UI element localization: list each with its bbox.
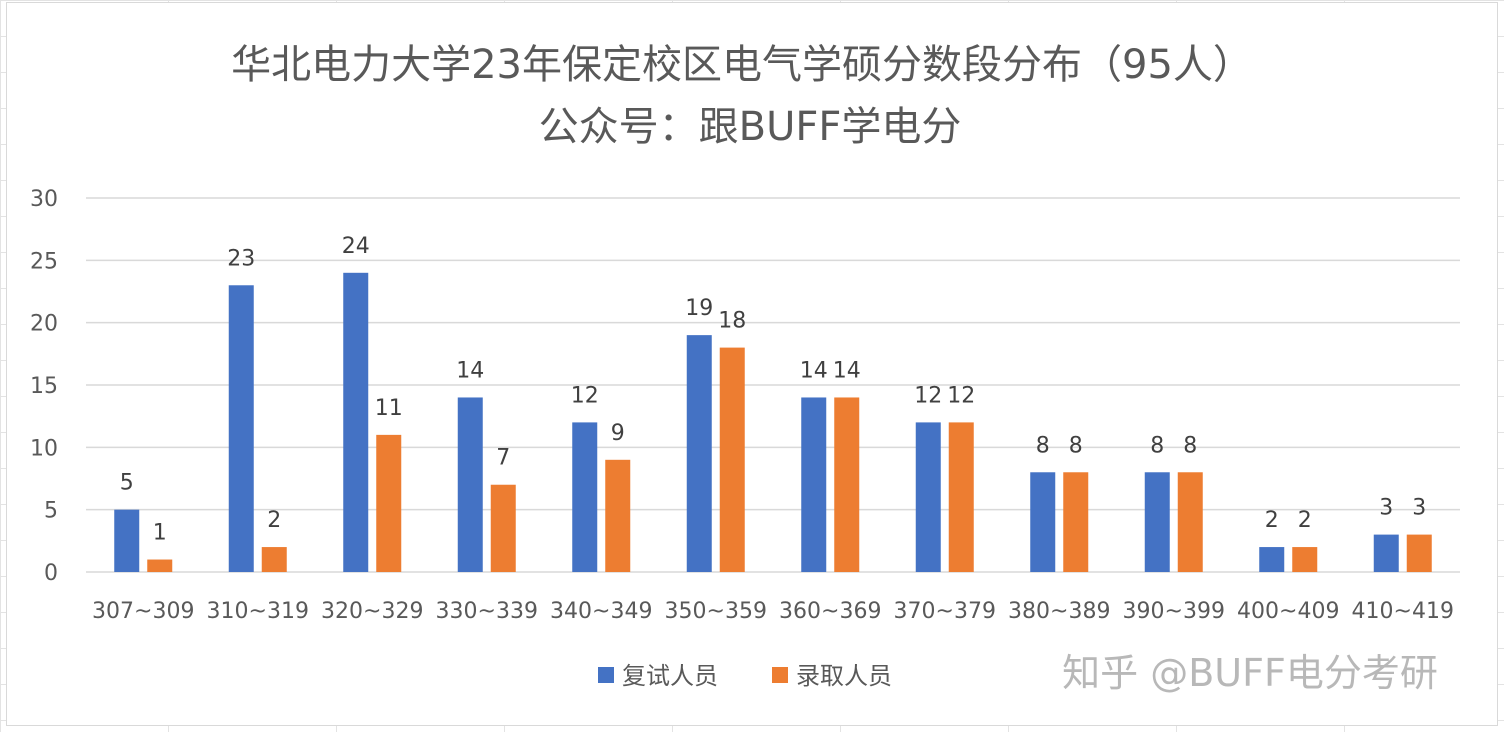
y-tick-label: 30 xyxy=(30,187,58,212)
legend: 复试人员 录取人员 xyxy=(598,662,892,690)
data-label: 19 xyxy=(685,296,713,321)
data-label: 8 xyxy=(1183,433,1197,458)
data-label: 8 xyxy=(1069,433,1083,458)
data-label: 5 xyxy=(120,471,134,496)
data-label: 18 xyxy=(718,309,746,334)
x-tick-label: 400~409 xyxy=(1237,599,1339,624)
data-label: 14 xyxy=(833,358,861,383)
bar-admitted xyxy=(261,547,287,572)
data-label: 12 xyxy=(914,383,942,408)
x-tick-label: 360~369 xyxy=(779,599,881,624)
y-tick-label: 15 xyxy=(30,374,58,399)
bar-retest xyxy=(343,272,369,572)
y-tick-label: 5 xyxy=(44,499,58,524)
y-tick-label: 25 xyxy=(30,249,58,274)
x-tick-label: 370~379 xyxy=(894,599,996,624)
x-tick-label: 307~309 xyxy=(92,599,194,624)
x-axis-ticks: 307~309 310~319 320~329 330~339 340~349 350~3… xyxy=(92,599,1454,624)
y-tick-label: 0 xyxy=(44,561,58,586)
bar-retest xyxy=(1144,472,1170,572)
bar-retest xyxy=(915,422,941,572)
bar-retest xyxy=(686,335,712,572)
bar-retest xyxy=(1373,534,1399,572)
bar-admitted xyxy=(834,397,860,572)
x-tick-label: 390~399 xyxy=(1123,599,1225,624)
bar-admitted xyxy=(1406,534,1432,572)
data-label: 3 xyxy=(1379,496,1393,521)
bar-admitted xyxy=(1063,472,1089,572)
chart-area[interactable] xyxy=(6,2,1498,726)
watermark: 知乎 @BUFF电分考研 xyxy=(1062,651,1438,695)
x-tick-label: 340~349 xyxy=(550,599,652,624)
data-label: 2 xyxy=(267,508,281,533)
legend-swatch xyxy=(772,667,788,683)
bar-retest xyxy=(1030,472,1056,572)
legend-label: 录取人员 xyxy=(796,662,892,690)
data-label: 24 xyxy=(342,234,370,259)
data-label: 12 xyxy=(947,383,975,408)
bar-admitted xyxy=(490,484,516,572)
bar-admitted xyxy=(376,434,402,572)
data-label: 11 xyxy=(375,396,403,421)
bar-retest xyxy=(114,509,140,572)
bar-retest xyxy=(457,397,483,572)
y-tick-label: 20 xyxy=(30,312,58,337)
bar-admitted xyxy=(719,347,745,572)
chart-title: 华北电力大学23年保定校区电气学硕分数段分布（95人） xyxy=(231,42,1253,88)
y-axis-ticks: 0 5 10 15 20 25 30 xyxy=(30,187,58,586)
data-label: 23 xyxy=(227,246,255,271)
bars xyxy=(114,272,1432,572)
legend-swatch xyxy=(598,667,614,683)
bar-retest xyxy=(1259,547,1285,572)
y-tick-label: 10 xyxy=(30,436,58,461)
bar-retest xyxy=(801,397,827,572)
gridlines xyxy=(86,197,1460,573)
chart-subtitle: 公众号：跟BUFF学电分 xyxy=(539,104,962,150)
data-label: 8 xyxy=(1150,433,1164,458)
data-label: 12 xyxy=(571,383,599,408)
legend-label: 复试人员 xyxy=(622,662,718,690)
data-label: 1 xyxy=(153,521,167,546)
x-tick-label: 310~319 xyxy=(207,599,309,624)
data-label: 14 xyxy=(800,358,828,383)
bar-admitted xyxy=(147,559,173,572)
data-label: 14 xyxy=(456,358,484,383)
x-tick-label: 320~329 xyxy=(321,599,423,624)
bar-admitted xyxy=(948,422,974,572)
bar-retest xyxy=(228,285,254,572)
data-label: 2 xyxy=(1298,508,1312,533)
bar-admitted xyxy=(1177,472,1203,572)
x-tick-label: 380~389 xyxy=(1008,599,1110,624)
data-label: 8 xyxy=(1036,433,1050,458)
x-tick-label: 350~359 xyxy=(665,599,767,624)
bar-retest xyxy=(572,422,598,572)
bar-admitted xyxy=(605,459,631,572)
data-label: 9 xyxy=(611,421,625,446)
x-tick-label: 410~419 xyxy=(1352,599,1454,624)
data-label: 3 xyxy=(1412,496,1426,521)
bar-admitted xyxy=(1292,547,1318,572)
x-tick-label: 330~339 xyxy=(436,599,538,624)
data-label: 2 xyxy=(1265,508,1279,533)
data-label: 7 xyxy=(496,446,510,471)
